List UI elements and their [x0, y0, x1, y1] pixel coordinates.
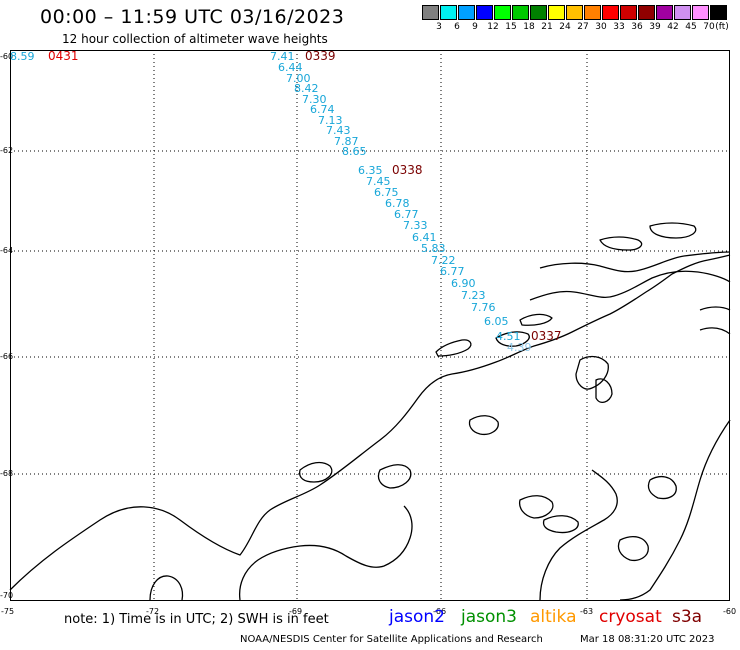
pass-time-label: 0338	[392, 163, 423, 177]
legend-label: 39	[649, 22, 661, 32]
lat-gridlines	[10, 150, 730, 475]
lon-label: -63	[580, 607, 593, 616]
legend-swatch	[530, 5, 547, 20]
wave-height-label: 6.05	[484, 315, 509, 328]
wave-height-label: 6.77	[394, 208, 419, 221]
wave-height-label: 7.87	[334, 135, 359, 148]
lon-label: -75	[1, 607, 14, 616]
wave-height-label: 8.42	[294, 82, 319, 95]
pass-time-label: 0431	[48, 49, 79, 63]
satellite-legend-jason3: jason3	[461, 607, 517, 627]
lat-label: -70	[0, 591, 13, 600]
wave-height-label: 7.23	[461, 289, 486, 302]
satellite-legend-jason2: jason2	[389, 607, 445, 627]
legend-label: 24	[559, 22, 571, 32]
wave-height-label: 4.39	[507, 341, 532, 354]
legend-label: 33	[613, 22, 625, 32]
lat-label: -66	[0, 352, 13, 361]
credit-line: NOAA/NESDIS Center for Satellite Applica…	[240, 634, 543, 645]
lat-label: -62	[0, 146, 13, 155]
coastlines	[9, 222, 731, 601]
wave-height-label: 7.41	[270, 50, 295, 63]
legend-label: 27	[577, 22, 589, 32]
wave-height-label: 7.13	[318, 114, 343, 127]
legend-label: 30	[595, 22, 607, 32]
wave-height-label: 8.65	[342, 145, 367, 158]
satellite-legend-s3a: s3a	[672, 607, 703, 627]
pass-time-label: 0339	[305, 49, 336, 63]
legend-label: 15	[505, 22, 517, 32]
legend-label: 9	[472, 22, 478, 32]
wave-height-label: 5.83	[421, 242, 446, 255]
lon-label: -69	[289, 607, 302, 616]
legend-swatch	[548, 5, 565, 20]
legend-swatch	[422, 5, 439, 20]
legend-swatch	[656, 5, 673, 20]
legend-swatch	[566, 5, 583, 20]
legend-label: 21	[541, 22, 553, 32]
legend-label: 70	[703, 22, 715, 32]
legend-swatch	[584, 5, 601, 20]
legend-swatch	[602, 5, 619, 20]
wave-height-label: 6.78	[385, 197, 410, 210]
wave-height-label: 7.45	[366, 175, 391, 188]
chart-title: 00:00 – 11:59 UTC 03/16/2023	[40, 6, 345, 28]
legend-label: 3	[436, 22, 442, 32]
legend-label: 6	[454, 22, 460, 32]
legend-label: 18	[523, 22, 535, 32]
wave-height-label: 7.22	[431, 254, 456, 267]
lon-label: -60	[723, 607, 736, 616]
legend-label: 42	[667, 22, 679, 32]
legend-swatch	[512, 5, 529, 20]
legend-swatch	[692, 5, 709, 20]
wave-height-label: 7.43	[326, 124, 351, 137]
legend-swatch	[710, 5, 727, 20]
legend-unit: (ft)	[715, 22, 729, 32]
wave-height-label: 6.74	[310, 103, 335, 116]
legend-swatch	[638, 5, 655, 20]
lat-label: -60	[0, 52, 13, 61]
legend-swatch	[620, 5, 637, 20]
chart-subtitle: 12 hour collection of altimeter wave hei…	[62, 32, 328, 46]
wave-height-label: 7.30	[302, 93, 327, 106]
lat-label: -64	[0, 246, 13, 255]
legend-label: 36	[631, 22, 643, 32]
generated-timestamp: Mar 18 08:31:20 UTC 2023	[580, 634, 715, 645]
map-frame	[10, 50, 730, 601]
satellite-legend-cryosat: cryosat	[599, 607, 662, 627]
lon-label: -66	[433, 607, 446, 616]
wave-height-label: 7.76	[471, 301, 496, 314]
legend-label: 12	[487, 22, 499, 32]
legend-swatch	[440, 5, 457, 20]
wave-height-label: 4.51	[496, 330, 521, 343]
legend-swatch	[674, 5, 691, 20]
legend-label: 45	[685, 22, 697, 32]
wave-height-label: 7.33	[403, 219, 428, 232]
wave-height-label: 8.59	[10, 50, 35, 63]
wave-height-label: 6.41	[412, 231, 437, 244]
pass-time-label: 0337	[531, 329, 562, 343]
satellite-legend-altika: altika	[530, 607, 577, 627]
wave-height-label: 6.44	[278, 61, 303, 74]
wave-height-label: 6.35	[358, 164, 383, 177]
wave-height-label: 7.00	[286, 72, 311, 85]
lat-label: -68	[0, 469, 13, 478]
legend-swatch	[458, 5, 475, 20]
wave-height-label: 6.75	[374, 186, 399, 199]
legend-swatch	[476, 5, 493, 20]
footnote: note: 1) Time is in UTC; 2) SWH is in fe…	[64, 612, 329, 627]
legend-swatch	[494, 5, 511, 20]
lon-label: -72	[146, 607, 159, 616]
wave-height-label: 6.77	[440, 265, 465, 278]
wave-height-label: 6.90	[451, 277, 476, 290]
